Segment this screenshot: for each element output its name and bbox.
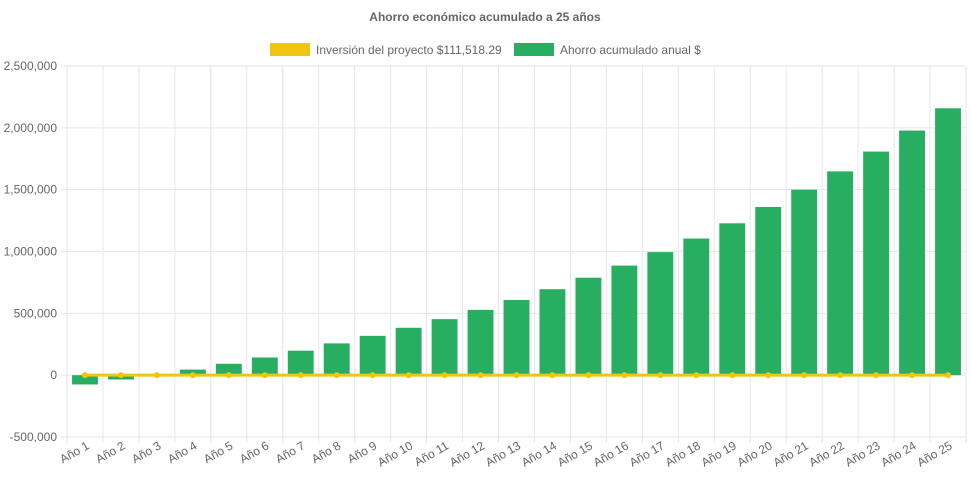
x-tick-label: Año 12 [447,438,487,469]
line-point [261,372,268,379]
x-tick-label: Año 19 [699,438,739,469]
line-point [297,372,304,379]
x-tick-label: Año 25 [915,438,955,469]
bar [683,238,710,376]
bar [431,319,458,376]
line-point [369,372,376,379]
y-tick-label: 1,500,000 [4,183,58,197]
x-tick-label: Año 4 [165,438,199,466]
y-tick-label: 1,000,000 [4,245,58,259]
bar [899,130,926,376]
bar [575,277,602,376]
bar [323,343,350,376]
line-point [945,372,952,379]
line-point [909,372,916,379]
line-point [477,372,484,379]
line-point [729,372,736,379]
bar [611,265,638,376]
line-point [657,372,664,379]
bar-series [72,108,961,385]
bar [215,363,242,376]
legend-label: Inversión del proyecto $111,518.29 [316,43,502,57]
bar [827,171,854,376]
legend-swatch [514,43,554,56]
line-point [153,372,160,379]
bar [503,299,530,376]
x-tick-label: Año 16 [591,438,631,469]
y-tick-label: 2,000,000 [4,121,58,135]
bar [935,108,961,376]
x-tick-label: Año 3 [129,438,163,466]
x-tick-label: Año 18 [663,438,703,469]
line-point [837,372,844,379]
line-point [333,372,340,379]
y-tick-label: -500,000 [10,430,58,444]
bar [287,350,314,376]
y-axis: -500,000 0 500,000 1,000,000 1,500,000 2,000,… [4,59,58,444]
line-point [621,372,628,379]
chart-legend: Inversión del proyecto $111,518.29 Ahorro… [270,43,701,57]
x-tick-label: Año 7 [273,438,307,466]
line-point [513,372,520,379]
line-point [585,372,592,379]
line-point [873,372,880,379]
bar [395,327,422,376]
x-tick-label: Año 21 [771,438,811,469]
line-point [117,372,124,379]
bar [539,289,566,376]
x-tick-label: Año 15 [555,438,595,469]
line-point [81,372,88,379]
x-tick-label: Año 14 [519,438,559,469]
x-tick-label: Año 22 [807,438,847,469]
y-tick-label: 0 [50,368,57,382]
x-tick-label: Año 9 [345,438,379,466]
bar [755,206,782,376]
line-point [189,372,196,379]
bar [863,151,890,376]
x-tick-label: Año 6 [237,438,271,466]
line-point [549,372,556,379]
x-tick-label: Año 20 [735,438,775,469]
line-point [765,372,772,379]
x-tick-label: Año 11 [412,438,451,469]
bar [467,309,494,376]
x-axis: Año 1 Año 2 Año 3 Año 4 Año 5 Año 6 Año 7 Año 8… [57,438,954,469]
line-point [405,372,412,379]
x-tick-label: Año 2 [93,438,127,466]
bar [359,335,386,376]
x-tick-label: Año 1 [57,438,91,466]
line-point [693,372,700,379]
x-tick-label: Año 5 [201,438,235,466]
chart-title: Ahorro económico acumulado a 25 años [369,10,601,24]
bar [647,252,674,376]
line-point [225,372,232,379]
y-tick-label: 500,000 [14,306,58,320]
y-tick-label: 2,500,000 [4,59,58,73]
line-point [801,372,808,379]
line-point [441,372,448,379]
bar [251,357,278,376]
chart-grid [61,65,967,443]
bar [719,223,746,376]
bar [72,375,98,385]
legend-swatch [270,43,310,56]
x-tick-label: Año 8 [309,438,343,466]
legend-label: Ahorro acumulado anual $ [560,43,701,57]
x-tick-label: Año 24 [879,438,919,469]
line-series [81,372,952,379]
x-tick-label: Año 13 [483,438,523,469]
x-tick-label: Año 23 [843,438,883,469]
x-tick-label: Año 10 [375,438,415,469]
x-tick-label: Año 17 [627,438,667,469]
bar [791,189,818,376]
